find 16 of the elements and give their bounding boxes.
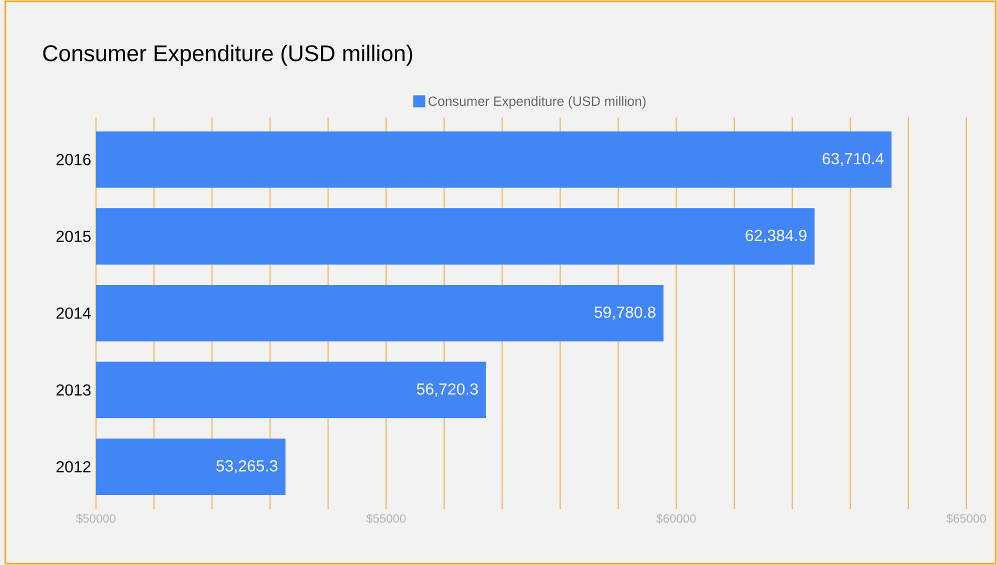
chart-title: Consumer Expenditure (USD million) — [43, 44, 412, 66]
y-tick-label: 2012 — [56, 461, 90, 472]
x-tick-label: $55000 — [366, 514, 406, 524]
y-tick-label: 2014 — [56, 308, 91, 319]
data-label: 53,265.3 — [216, 460, 278, 474]
y-tick-label: 2015 — [56, 230, 91, 242]
x-tick-label: $50000 — [76, 514, 116, 524]
x-tick-label: $65000 — [946, 514, 986, 524]
data-label: 63,710.4 — [822, 152, 884, 166]
data-label: 59,780.8 — [594, 306, 656, 320]
x-tick-label: $60000 — [656, 514, 696, 524]
y-tick-label: 2016 — [56, 154, 91, 166]
y-tick-label: 2013 — [56, 384, 91, 396]
legend-label: Consumer Expenditure (USD million) — [428, 96, 646, 109]
data-label: 62,384.9 — [746, 230, 806, 243]
data-label: 56,720.3 — [416, 383, 478, 397]
